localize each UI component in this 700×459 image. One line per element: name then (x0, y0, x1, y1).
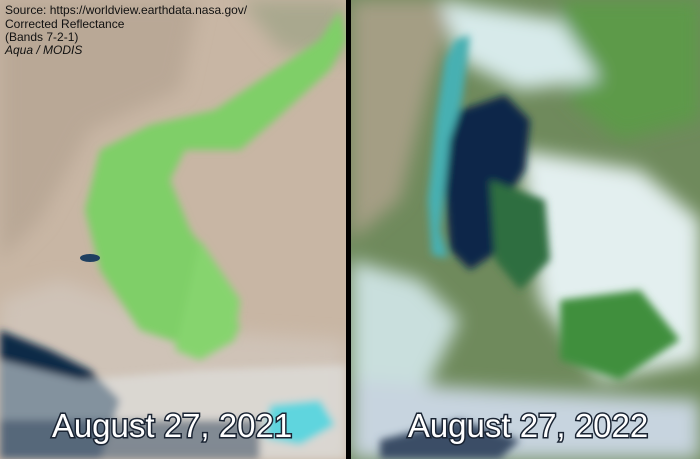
source-line: Corrected Reflectance (5, 17, 125, 31)
satellite-image-2021 (0, 0, 346, 459)
source-line: (Bands 7-2-1) (5, 30, 78, 44)
divider (346, 0, 351, 459)
satellite-label: Aqua / MODIS (4, 43, 82, 57)
source-line: Source: https://worldview.earthdata.nasa… (5, 3, 248, 17)
date-label: August 27, 2021 (52, 407, 292, 444)
date-label: August 27, 2022 (408, 407, 648, 444)
satellite-image-2022 (351, 0, 700, 459)
